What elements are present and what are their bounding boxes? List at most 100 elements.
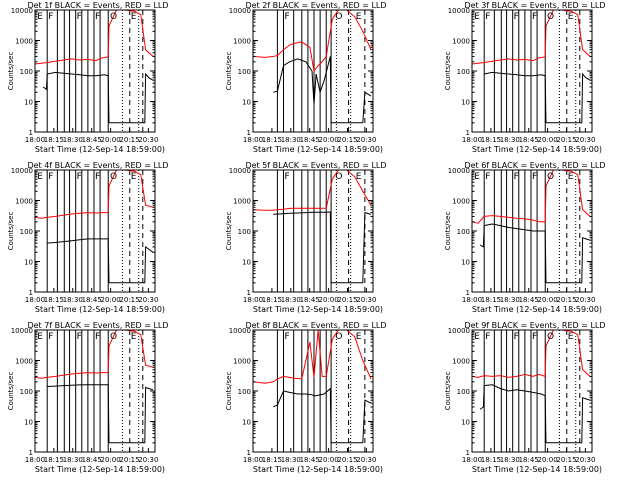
marker-label: O xyxy=(110,12,117,22)
x-tick-label: 18:15 xyxy=(262,136,282,144)
events-series-line xyxy=(273,387,372,444)
marker-label: E xyxy=(568,172,574,182)
y-axis-label: Counts/sec xyxy=(444,372,452,411)
x-tick-label: 18:45 xyxy=(82,456,102,464)
lld-series-line xyxy=(34,329,154,379)
x-tick-label: 20:00 xyxy=(318,456,338,464)
x-tick-label: 18:15 xyxy=(262,296,282,304)
marker-label: F xyxy=(95,332,100,342)
events-series-line xyxy=(47,238,154,284)
y-tick-label: 1 xyxy=(29,129,33,137)
y-tick-label: 1000 xyxy=(233,358,251,366)
lld-series-line xyxy=(252,169,372,211)
marker-label: F xyxy=(77,172,82,182)
x-tick-label: 20:15 xyxy=(119,136,139,144)
marker-label: F xyxy=(48,172,53,182)
marker-label: F xyxy=(77,332,82,342)
x-tick-label: 18:45 xyxy=(300,296,320,304)
marker-label: F xyxy=(485,332,490,342)
x-axis-label: Start Time (12-Sep-14 18:59:00) xyxy=(35,145,165,154)
y-tick-label: 100 xyxy=(457,388,470,396)
y-tick-label: 10000 xyxy=(229,167,251,175)
marker-label: E xyxy=(37,12,43,22)
y-tick-label: 1000 xyxy=(15,358,33,366)
x-axis-label: Start Time (12-Sep-14 18:59:00) xyxy=(472,305,602,314)
x-tick-label: 18:00 xyxy=(243,456,263,464)
y-tick-label: 100 xyxy=(238,388,251,396)
events-series-line xyxy=(42,71,154,124)
chart-title: Det 4f BLACK = Events, RED = LLD xyxy=(27,161,168,170)
x-tick-label: 20:30 xyxy=(575,136,595,144)
lld-series-line xyxy=(252,9,372,73)
plot-frame xyxy=(471,9,593,133)
x-axis-label: Start Time (12-Sep-14 18:59:00) xyxy=(35,305,165,314)
x-tick-label: 20:30 xyxy=(138,136,158,144)
events-series-line xyxy=(273,56,372,124)
plot-frame xyxy=(34,9,156,133)
marker-label: E xyxy=(131,332,137,342)
plot-frame xyxy=(471,329,593,453)
marker-label: O xyxy=(547,332,554,342)
x-tick-label: 20:00 xyxy=(318,296,338,304)
marker-label: F xyxy=(285,172,290,182)
x-tick-label: 18:30 xyxy=(500,136,520,144)
x-tick-label: 18:00 xyxy=(243,136,263,144)
y-tick-label: 10000 xyxy=(11,167,33,175)
lld-series-line xyxy=(34,9,154,65)
x-tick-label: 18:00 xyxy=(462,136,482,144)
x-tick-label: 18:45 xyxy=(519,136,539,144)
y-tick-label: 10000 xyxy=(11,327,33,335)
marker-label: O xyxy=(547,172,554,182)
y-tick-label: 10000 xyxy=(448,7,470,15)
y-tick-label: 100 xyxy=(20,228,33,236)
y-axis-label: Counts/sec xyxy=(444,212,452,251)
x-tick-label: 18:00 xyxy=(462,296,482,304)
plot-frame xyxy=(252,9,374,133)
y-axis-label: Counts/sec xyxy=(7,212,15,251)
chart-title: Det 1f BLACK = Events, RED = LLD xyxy=(27,1,168,10)
y-tick-label: 1000 xyxy=(233,198,251,206)
y-tick-label: 10 xyxy=(24,99,33,107)
y-tick-label: 1000 xyxy=(15,198,33,206)
y-tick-label: 1000 xyxy=(452,38,470,46)
y-tick-label: 10 xyxy=(242,99,251,107)
x-tick-label: 18:45 xyxy=(519,296,539,304)
x-tick-label: 20:15 xyxy=(119,296,139,304)
x-tick-label: 20:30 xyxy=(356,136,376,144)
events-series-line xyxy=(273,211,372,284)
marker-label: F xyxy=(532,332,537,342)
y-tick-label: 10000 xyxy=(448,167,470,175)
x-tick-label: 18:00 xyxy=(462,456,482,464)
x-tick-label: 18:30 xyxy=(281,456,301,464)
marker-label: E xyxy=(37,332,43,342)
x-tick-label: 18:45 xyxy=(300,136,320,144)
x-axis-label: Start Time (12-Sep-14 18:59:00) xyxy=(253,305,383,314)
x-tick-label: 20:15 xyxy=(556,136,576,144)
y-tick-label: 1 xyxy=(29,289,33,297)
y-axis-label: Counts/sec xyxy=(444,52,452,91)
chart-title: Det 7f BLACK = Events, RED = LLD xyxy=(27,321,168,330)
marker-label: E xyxy=(568,12,574,22)
marker-label: F xyxy=(285,12,290,22)
x-tick-label: 18:15 xyxy=(44,456,64,464)
x-tick-label: 20:30 xyxy=(356,456,376,464)
y-tick-label: 100 xyxy=(20,388,33,396)
marker-label: F xyxy=(514,332,519,342)
marker-label: O xyxy=(110,332,117,342)
y-tick-label: 100 xyxy=(20,68,33,76)
x-tick-label: 18:30 xyxy=(63,456,83,464)
marker-label: F xyxy=(95,12,100,22)
marker-label: E xyxy=(474,172,480,182)
y-tick-label: 1000 xyxy=(233,38,251,46)
events-series-line xyxy=(479,384,591,444)
y-tick-label: 1 xyxy=(466,129,470,137)
marker-label: O xyxy=(335,12,342,22)
x-tick-label: 20:00 xyxy=(100,456,120,464)
lld-series-line xyxy=(34,169,154,219)
x-tick-label: 18:15 xyxy=(262,456,282,464)
x-tick-label: 18:15 xyxy=(44,296,64,304)
marker-label: E xyxy=(356,332,362,342)
y-tick-label: 10000 xyxy=(11,7,33,15)
y-tick-label: 1000 xyxy=(452,358,470,366)
